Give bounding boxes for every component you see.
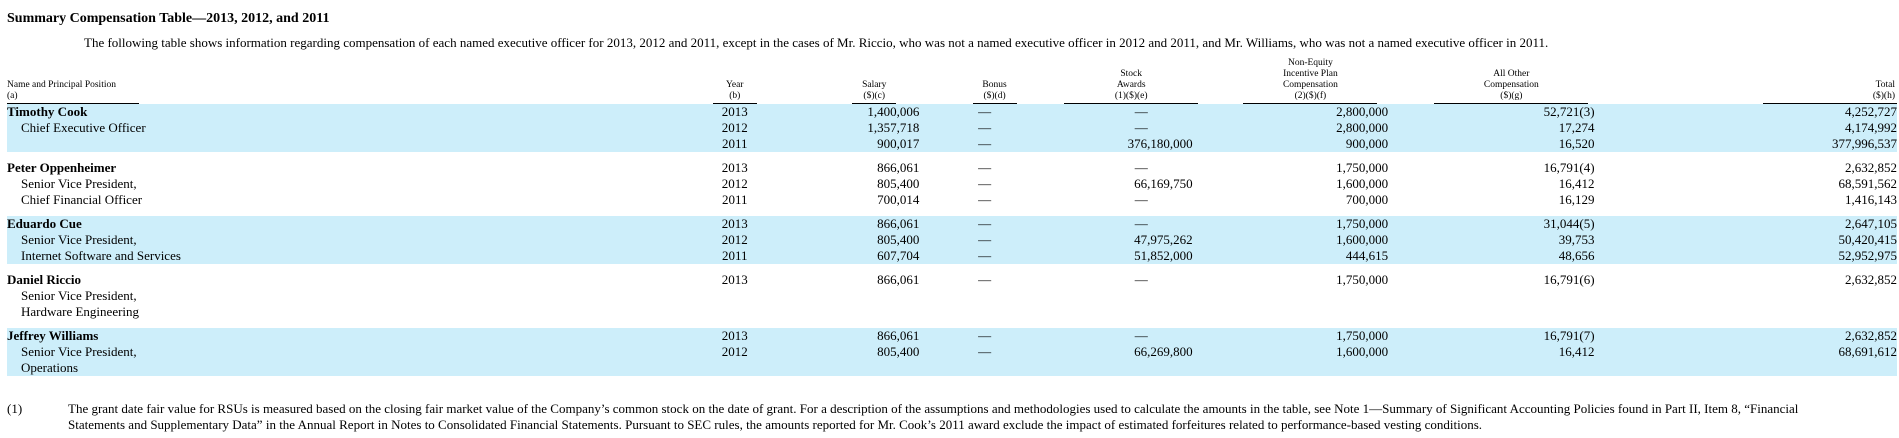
year-cell: 2013 2012: [680, 328, 790, 376]
all-other-cell: 31,044(5) 39,753 48,656: [1408, 216, 1615, 264]
executive-name: Daniel Riccio: [7, 272, 82, 287]
table-intro: The following table shows information re…: [84, 35, 1549, 50]
stock-awards-cell: — — 376,180,000: [1049, 104, 1213, 152]
bonus-cell: — — —: [978, 160, 992, 207]
table-row: Eduardo Cue Senior Vice President, Inter…: [7, 216, 1897, 264]
executive-cell: Eduardo Cue Senior Vice President, Inter…: [7, 216, 681, 264]
bonus-cell: — — —: [919, 104, 1050, 152]
stock-awards-cell: — 66,269,800: [1049, 328, 1213, 376]
table-row: Timothy Cook Chief Executive Officer 201…: [7, 104, 1897, 152]
footnote-text: The grant date fair value for RSUs is me…: [68, 401, 1799, 432]
header-all-other: All Other Compensation ($)(g): [1434, 69, 1589, 104]
bonus-cell: — — —: [919, 216, 1050, 264]
stock-awards-cell: —: [1134, 272, 1148, 287]
year-cell: 2013 2012 2011: [721, 160, 748, 207]
executive-name: Peter Oppenheimer: [7, 160, 117, 175]
total-cell: 2,632,852 68,691,612: [1614, 328, 1897, 376]
executive-position: Hardware Engineering: [21, 304, 140, 319]
header-non-equity: Non-Equity Incentive Plan Compensation (…: [1243, 58, 1378, 104]
all-other-cell: 16,791(4) 16,412 16,129: [1543, 160, 1595, 207]
header-year: Year (b): [712, 80, 757, 104]
executive-name: Jeffrey Williams: [7, 328, 99, 343]
executive-position: Senior Vice President,: [21, 232, 137, 247]
year-cell: 2013 2012 2011: [680, 104, 790, 152]
year-cell: 2013 2012 2011: [680, 216, 790, 264]
executive-position: Operations: [21, 360, 79, 375]
row-spacer: [7, 320, 1897, 328]
row-spacer: [7, 264, 1897, 272]
row-spacer: [7, 208, 1897, 216]
year-cell: 2013: [721, 272, 748, 287]
non-equity-cell: 1,750,000 1,600,000 444,615: [1212, 216, 1409, 264]
executive-name: Eduardo Cue: [7, 216, 82, 231]
header-stock-awards: Stock Awards (1)($)(e): [1064, 69, 1199, 104]
executive-position: Senior Vice President,: [21, 344, 137, 359]
row-spacer: [7, 152, 1897, 160]
salary-cell: 866,061 805,400 700,014: [877, 160, 920, 207]
all-other-cell: 16,791(6): [1543, 272, 1595, 287]
table-row: Daniel Riccio Senior Vice President, Har…: [7, 272, 1897, 320]
executive-cell: Peter Oppenheimer Senior Vice President,…: [7, 160, 680, 208]
executive-position: Internet Software and Services: [21, 248, 181, 263]
executive-cell: Timothy Cook Chief Executive Officer: [7, 104, 681, 152]
table-body: Timothy Cook Chief Executive Officer 201…: [7, 104, 1897, 376]
header-bonus: Bonus ($)(d): [972, 80, 1017, 104]
footnote-marker: (1): [7, 401, 23, 416]
total-cell: 2,632,852 68,591,562 1,416,143: [1838, 160, 1898, 207]
header-total: Total ($)(h): [1763, 80, 1897, 104]
executive-position: Chief Financial Officer: [21, 192, 143, 207]
non-equity-cell: 2,800,000 2,800,000 900,000: [1212, 104, 1409, 152]
table-row: Jeffrey Williams Senior Vice President, …: [7, 328, 1897, 376]
non-equity-cell: 1,750,000 1,600,000 700,000: [1336, 160, 1389, 207]
header-row: Name and Principal Position (a) Year (b)…: [7, 58, 1897, 104]
salary-cell: 866,061 805,400: [789, 328, 920, 376]
table-title: Summary Compensation Table—2013, 2012, a…: [7, 11, 330, 26]
total-cell: 2,632,852: [1845, 272, 1897, 287]
all-other-cell: 52,721(3) 17,274 16,520: [1408, 104, 1615, 152]
executive-cell: Daniel Riccio Senior Vice President, Har…: [7, 272, 680, 320]
header-name: Name and Principal Position (a): [7, 80, 139, 104]
stock-awards-cell: — 66,169,750 —: [1134, 160, 1193, 207]
stock-awards-cell: — 47,975,262 51,852,000: [1049, 216, 1213, 264]
total-cell: 2,647,105 50,420,415 52,952,975: [1614, 216, 1897, 264]
compensation-table: Name and Principal Position (a) Year (b)…: [7, 58, 1897, 376]
bonus-cell: — —: [919, 328, 1050, 376]
executive-position: Senior Vice President,: [21, 176, 137, 191]
salary-cell: 866,061: [877, 272, 920, 287]
bonus-cell: —: [978, 272, 992, 287]
all-other-cell: 16,791(7) 16,412: [1408, 328, 1615, 376]
executive-position: Chief Executive Officer: [21, 120, 146, 135]
non-equity-cell: 1,750,000: [1336, 272, 1389, 287]
executive-position: Senior Vice President,: [21, 288, 137, 303]
table-row: Peter Oppenheimer Senior Vice President,…: [7, 160, 1897, 208]
executive-name: Timothy Cook: [7, 104, 88, 119]
executive-cell: Jeffrey Williams Senior Vice President, …: [7, 328, 681, 376]
total-cell: 4,252,727 4,174,992 377,996,537: [1614, 104, 1897, 152]
header-salary: Salary ($)(c): [852, 80, 897, 104]
salary-cell: 1,400,006 1,357,718 900,017: [789, 104, 920, 152]
salary-cell: 866,061 805,400 607,704: [789, 216, 920, 264]
non-equity-cell: 1,750,000 1,600,000: [1212, 328, 1409, 376]
